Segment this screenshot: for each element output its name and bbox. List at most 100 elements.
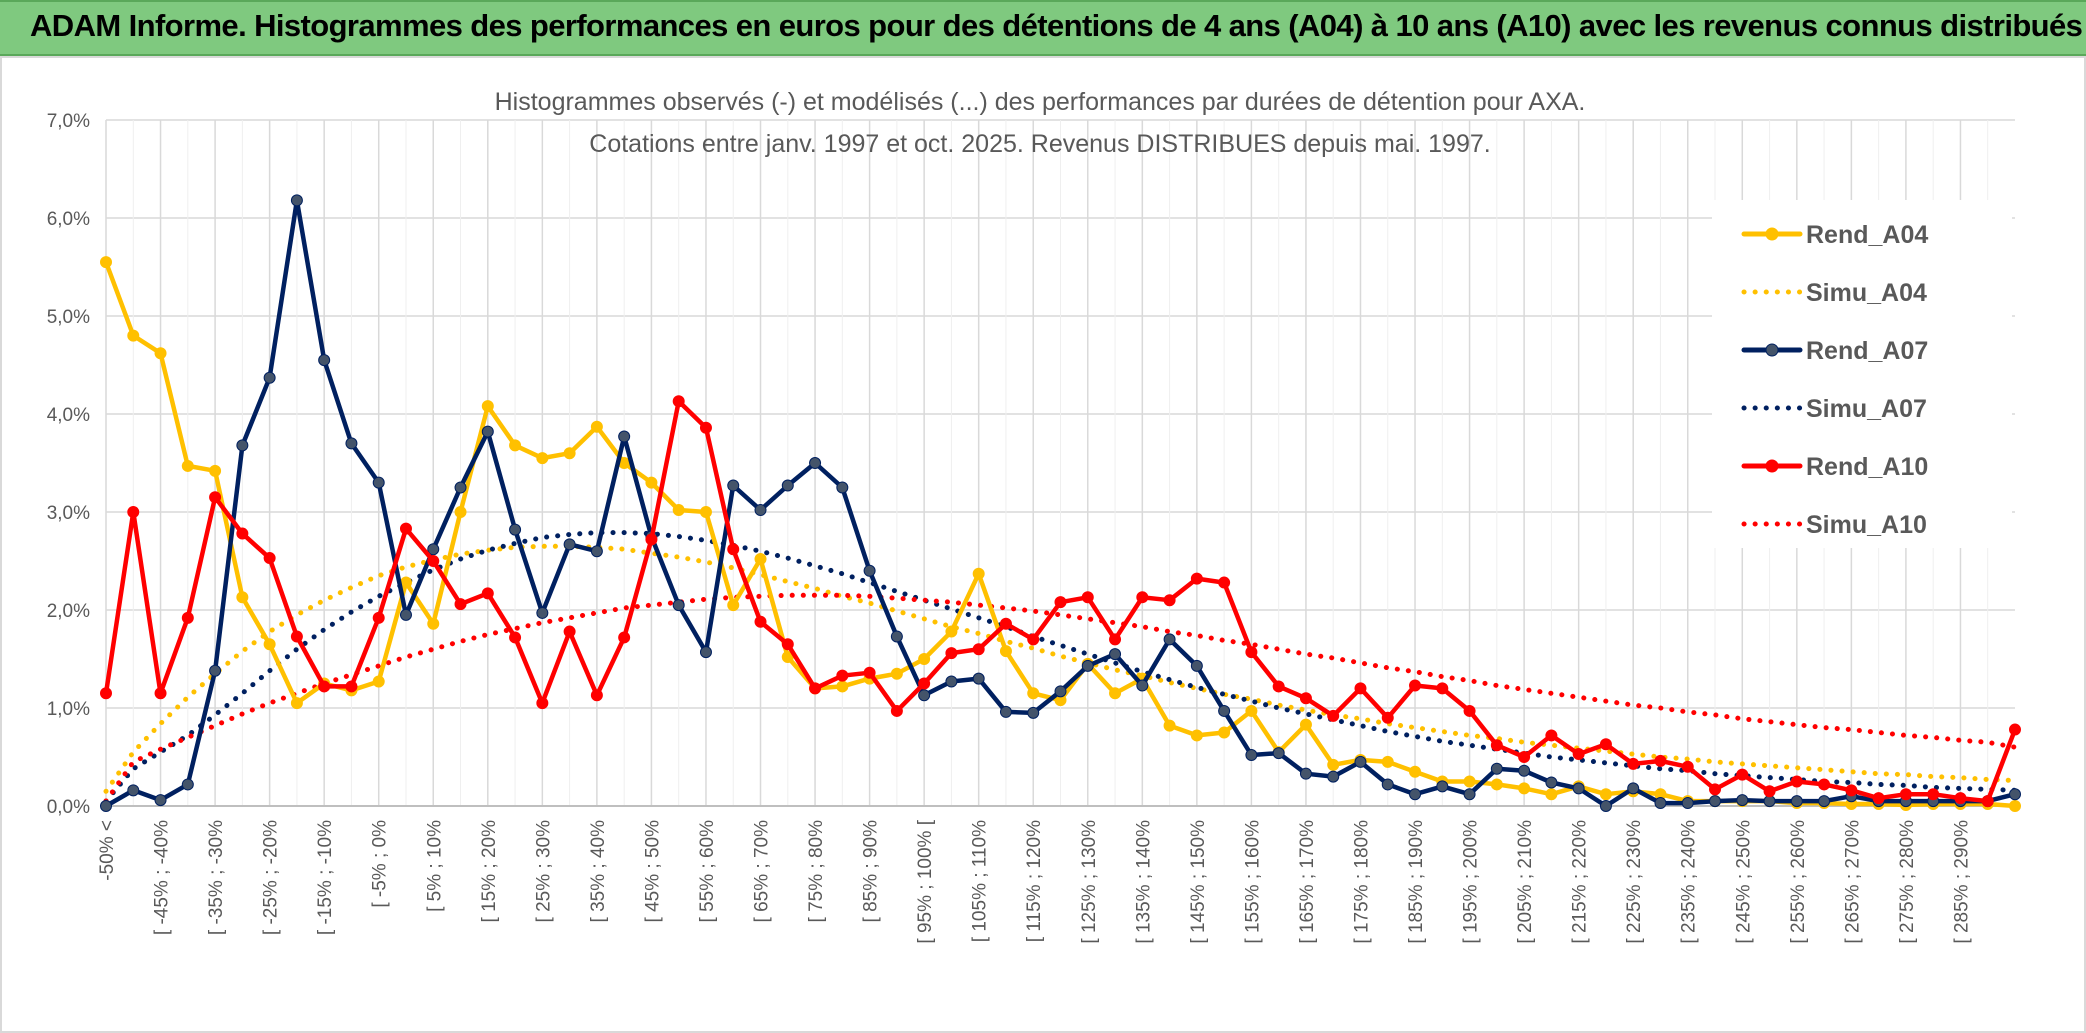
data-point [727,599,740,612]
y-axis: 0,0% 1,0% 2,0% 3,0% 4,0% 5,0% 6,0% 7,0% [47,111,90,818]
chart-grid [105,119,2015,807]
data-point [1218,704,1231,717]
y-tick-label: 5,0% [47,307,90,328]
data-point [645,533,658,546]
data-point [1545,776,1558,789]
data-point [536,452,549,465]
data-point [809,682,822,695]
y-tick-label: 7,0% [47,111,90,132]
data-point [563,538,576,551]
header-bar: ADAM Informe. Histogrammes des performan… [0,0,2086,56]
data-point [127,506,140,518]
x-tick-label: [ 245% ; 250% [1733,820,1754,944]
data-point [1245,646,1258,659]
data-point [2009,723,2021,736]
data-point [1572,782,1585,795]
data-point [263,371,276,384]
data-point [509,439,522,452]
data-point [181,611,194,624]
data-point [1709,795,1722,808]
x-tick-label: [ 25% ; 30% [533,820,554,923]
chart-title-line-1: Histogrammes observés (-) et modélisés (… [495,88,1586,116]
data-point [345,437,358,450]
data-point [154,347,167,360]
data-point [536,697,549,710]
data-point [1490,778,1503,791]
data-point [863,666,876,679]
series-line-simu-a04 [103,543,2018,794]
data-point [754,504,767,517]
data-point [1054,685,1067,698]
data-point [318,680,331,693]
x-tick-label: [ 75% ; 80% [806,820,827,923]
data-point [1409,679,1422,692]
data-point [890,630,903,643]
data-point [481,425,494,438]
data-point [1272,680,1285,693]
data-point [727,479,740,492]
data-point [1109,648,1122,661]
data-point [1627,757,1640,770]
data-point [1463,788,1476,801]
data-point [1927,788,1940,801]
x-tick-label: [ 185% ; 190% [1406,820,1427,944]
data-point [1709,783,1722,796]
data-point [1327,758,1340,771]
legend-label: Rend_A10 [1806,453,1928,481]
data-point [1545,788,1558,801]
data-point [2009,788,2021,801]
x-tick-label: [ 255% ; 260% [1788,820,1809,944]
x-tick-label: [ 35% ; 40% [588,820,609,923]
data-point [399,608,412,621]
data-point [290,697,303,710]
x-tick-label: [ -45% ; -40% [152,820,173,935]
data-point [154,687,167,700]
data-point [1299,692,1312,705]
data-point [454,481,467,494]
data-point [1518,782,1531,795]
x-tick-label: [ 15% ; 20% [479,820,500,923]
legend-marker [1765,343,1779,357]
data-point [999,617,1012,630]
data-point [1545,729,1558,742]
data-point [1245,749,1258,762]
data-point [972,672,985,685]
data-point [1299,718,1312,731]
x-tick-label: [ 135% ; 140% [1133,820,1154,944]
series-group [100,194,2021,812]
data-point [1599,738,1612,751]
data-point [1109,633,1122,646]
data-point [509,523,522,536]
x-tick-label: [ -25% ; -20% [261,820,282,935]
data-point [154,794,167,807]
data-point [590,689,603,702]
data-point [1763,785,1776,798]
data-point [1163,633,1176,646]
data-point [1790,775,1803,788]
data-point [1954,792,1967,805]
data-point [1436,682,1449,695]
y-tick-label: 1,0% [47,699,90,720]
x-tick-label: [ 155% ; 160% [1242,820,1263,944]
x-tick-label: [ 225% ; 230% [1624,820,1645,944]
data-point [618,631,631,644]
data-point [918,653,931,665]
x-tick-label: [ -15% ; -10% [315,820,336,935]
data-point [1681,797,1694,810]
data-point [427,617,440,630]
x-tick-label: [ -5% ; 0% [370,820,391,908]
data-point [1272,747,1285,760]
data-point [754,553,767,566]
x-tick-label: [ 205% ; 210% [1515,820,1536,944]
data-point [372,476,385,489]
data-point [127,784,140,797]
y-tick-label: 6,0% [47,209,90,230]
data-point [372,611,385,624]
data-point [481,400,494,413]
data-point [1354,682,1367,695]
data-point [1027,706,1040,719]
data-point [918,689,931,702]
data-point [1190,659,1203,672]
data-point [1736,768,1749,781]
